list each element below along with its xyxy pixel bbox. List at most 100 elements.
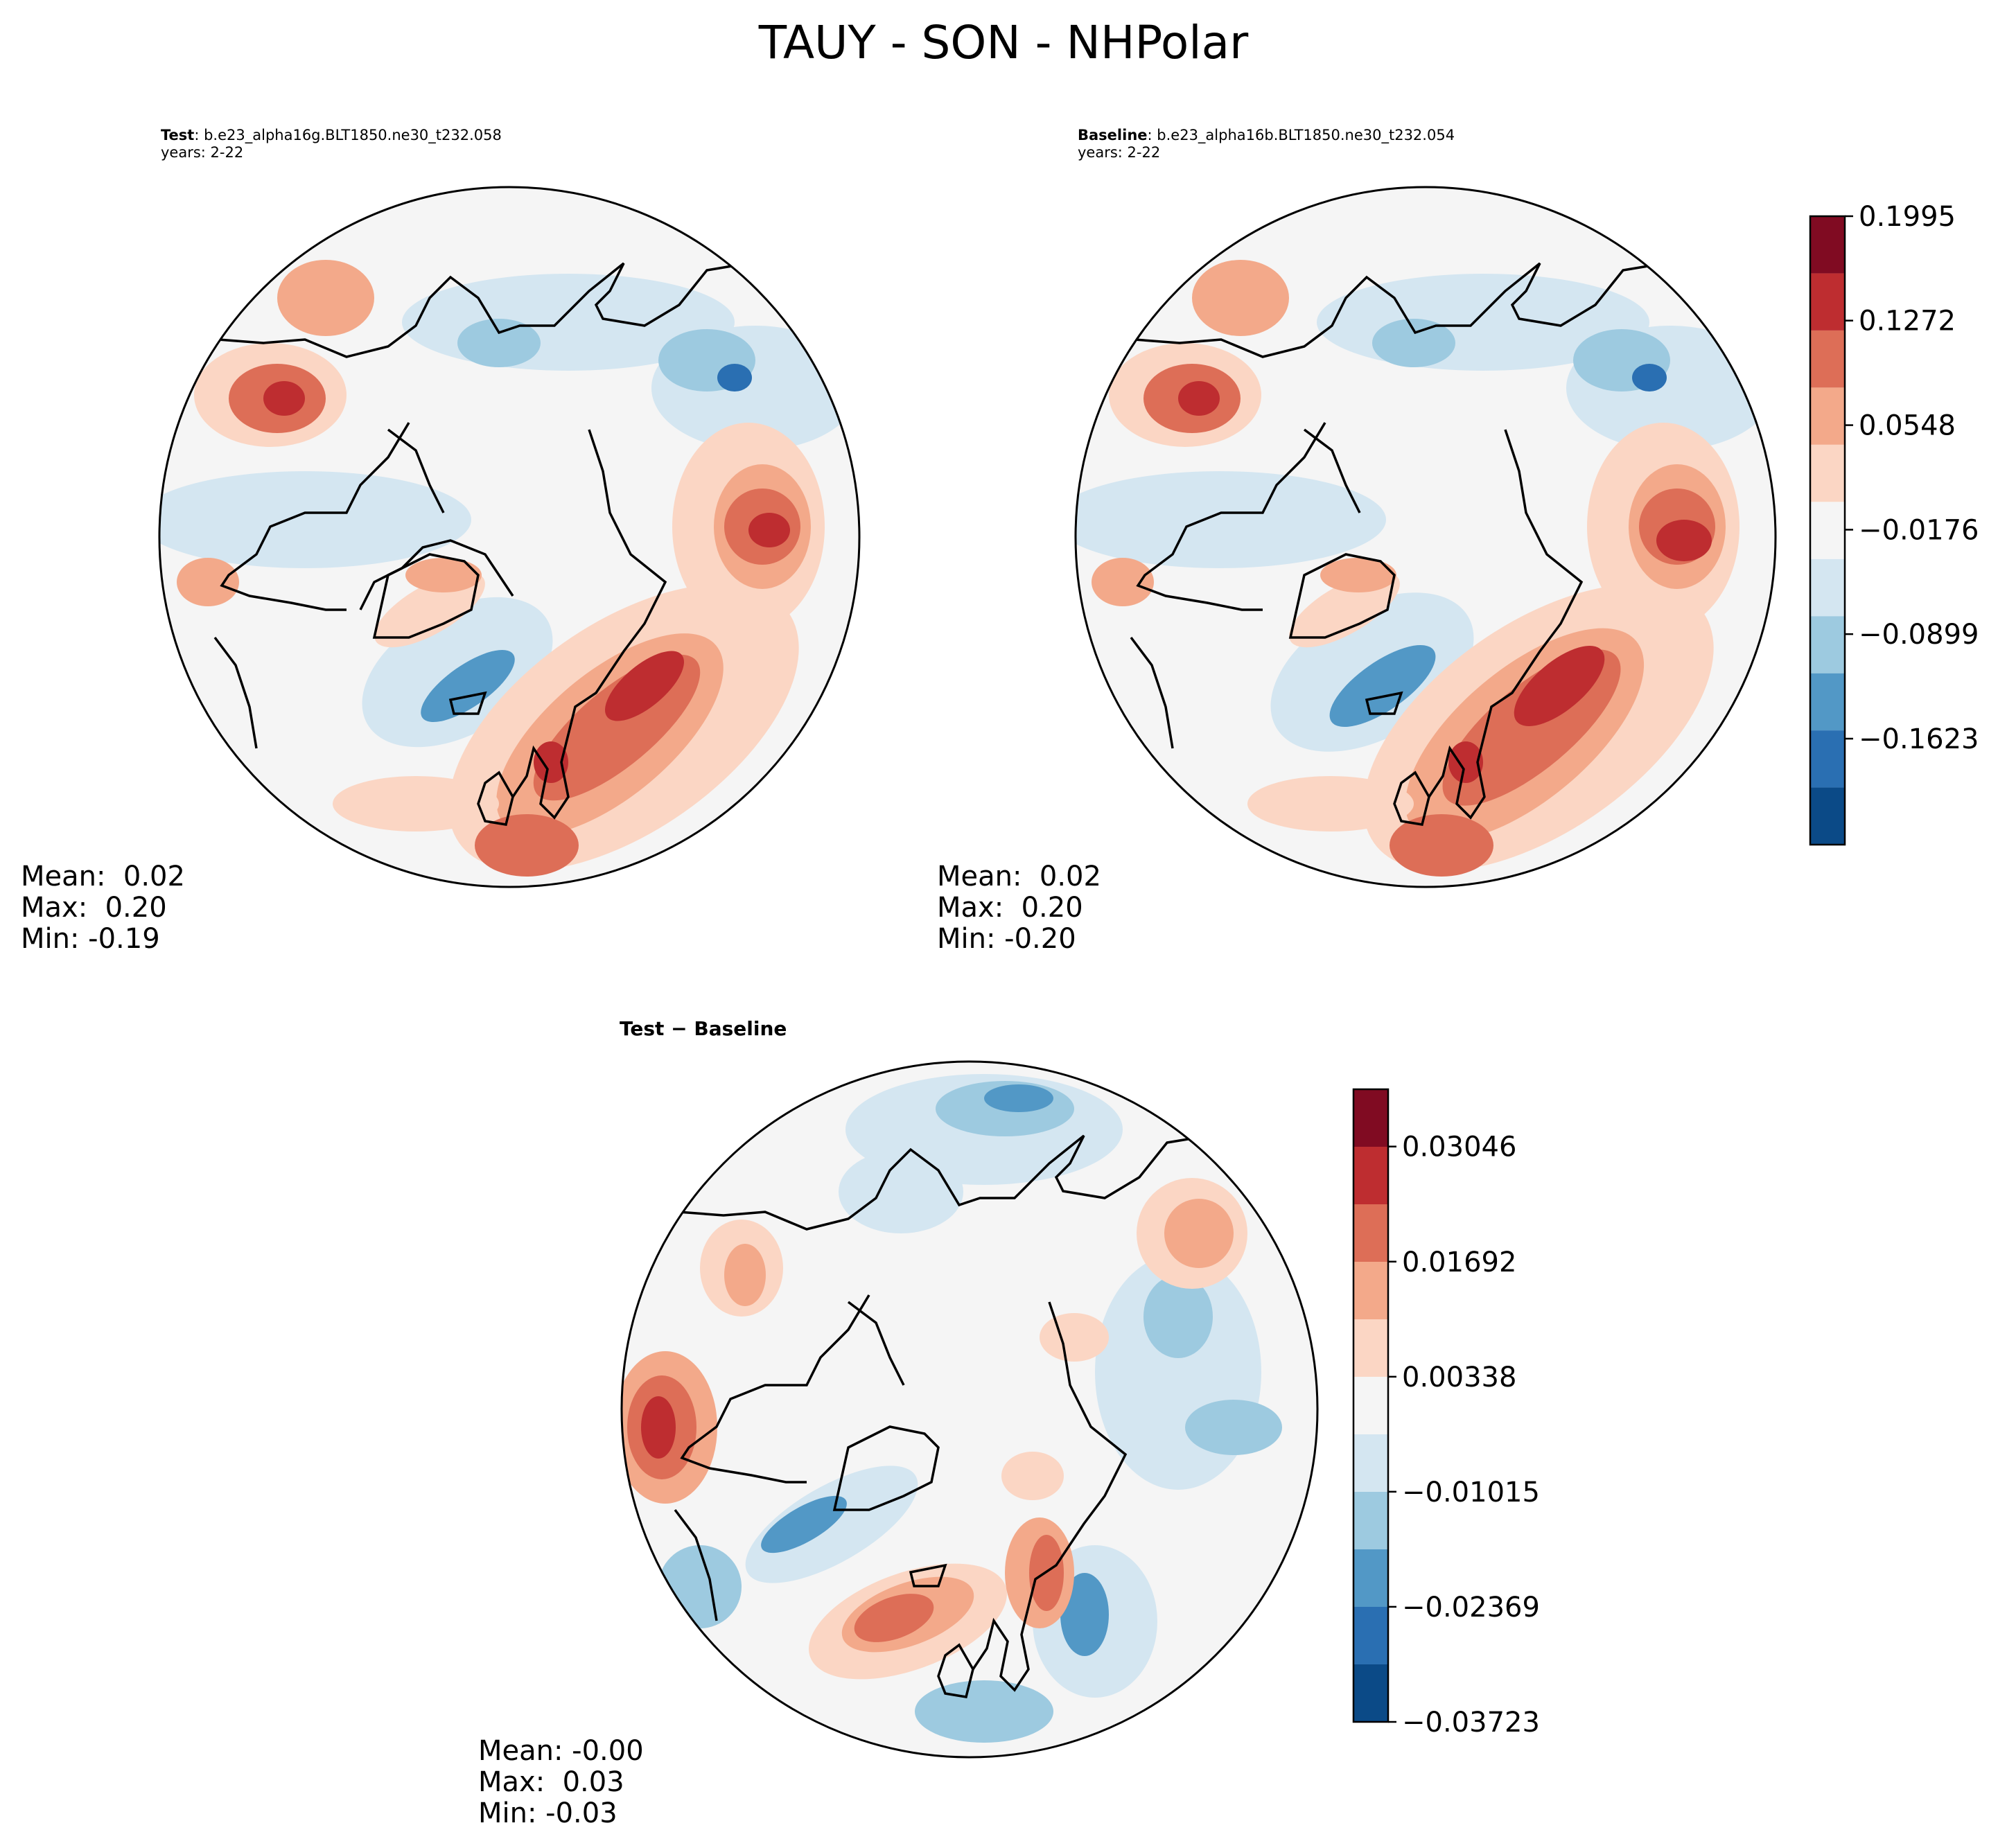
colorbar-top-tick-label: −0.0176 [1859,514,1979,546]
baseline-case: b.e23_alpha16b.BLT1850.ne30_t232.054 [1157,127,1455,143]
baseline-blob [1320,558,1396,592]
colorbar-diff-color-band [1353,1492,1388,1549]
test-blob [159,471,471,568]
colorbar-top-color-band [1810,616,1845,674]
test-blob [457,319,541,367]
diff-map [620,1060,1319,1759]
baseline-mean: Mean: 0.02 [937,861,1101,892]
diff-min: Min: -0.03 [478,1797,617,1829]
test-max: Max: 0.20 [21,892,167,924]
colorbar-top-color-band [1810,330,1845,388]
baseline-coast [1428,429,1584,820]
test-blob [421,649,515,723]
diff-coast [674,1508,718,1621]
test-coast [359,539,514,610]
figure-title: TAUY - SON - NHPolar [758,16,1249,69]
colorbar-diff-color-band [1353,1262,1388,1319]
baseline-map [1074,186,1777,888]
baseline-coast [1136,422,1326,611]
colorbar-top-tick-label: −0.0899 [1859,619,1979,651]
diff-blob [1060,1573,1109,1656]
test-header: Test: b.e23_alpha16g.BLT1850.ne30_t232.0… [161,127,502,161]
test-blob [177,558,239,606]
colorbar-top-color-band [1810,444,1845,502]
test-coast [220,422,410,611]
colorbar-top-tick-label: 0.1272 [1859,306,1956,337]
test-mean: Mean: 0.02 [21,861,185,892]
colorbar-diff-color-band [1353,1664,1388,1722]
diff-blob [1040,1313,1109,1362]
test-case: b.e23_alpha16g.BLT1850.ne30_t232.058 [204,127,502,143]
test-years: years: 2-22 [161,144,244,161]
diff-blob [724,1244,766,1306]
colorbar-diff-tick-label: 0.01692 [1402,1247,1516,1278]
test-coast [448,691,487,715]
test-coast [511,429,667,820]
colorbar-top-color-band [1810,673,1845,731]
baseline-blob [1329,644,1436,728]
diff-coast [937,1643,974,1698]
colorbar-diff-color-band [1353,1549,1388,1607]
colorbar-top-color-band [1810,787,1845,845]
test-coast [372,553,480,639]
diff-blob [984,1084,1053,1112]
baseline-blob [1632,364,1667,391]
test-map [158,186,861,888]
colorbar-diff-tick-label: −0.01015 [1402,1477,1540,1508]
colorbar-top: 0.1995 0.1272 0.0548 −0.0176 −0.0899 −0.1623 [1809,201,1979,846]
test-blob [405,558,482,592]
baseline-header: Baseline: b.e23_alpha16b.BLT1850.ne30_t2… [1078,127,1455,161]
colorbar-top-color-band [1810,387,1845,445]
test-blob [748,513,790,547]
test-coast [477,771,514,826]
diff-coast [847,1301,905,1386]
diff-coast [678,1134,1209,1231]
baseline-coast [1393,771,1430,826]
baseline-min: Min: -0.20 [937,923,1076,955]
baseline-coast [1288,553,1396,639]
diff-blob [915,1680,1053,1743]
colorbar-diff-color-band [1353,1204,1388,1262]
colorbar-diff-tick-label: 0.03046 [1402,1132,1516,1163]
baseline-coast [1134,262,1665,358]
baseline-stats: Mean: 0.02 Max: 0.20 Min: -0.20 [937,861,1101,955]
test-stats: Mean: 0.02 Max: 0.20 Min: -0.19 [21,861,185,955]
test-blob [605,651,684,721]
diff-stats: Mean: -0.00 Max: 0.03 Min: -0.03 [478,1736,644,1829]
colorbar-diff-color-band [1353,1377,1388,1434]
colorbar-top-color-band [1810,558,1845,617]
diff-max: Max: 0.03 [478,1766,624,1798]
diff-blob [1001,1452,1064,1500]
baseline-blob [1247,776,1414,831]
colorbar-diff-tick-label: −0.03723 [1402,1707,1540,1739]
colorbar-top-tick-label: 0.0548 [1859,410,1956,442]
baseline-blob [1448,741,1483,783]
diff-blob [854,1594,934,1642]
baseline-blob [1092,558,1154,606]
diff-blob [761,1495,847,1554]
diff-label: Test − Baseline [620,1017,787,1040]
diff-blob [1185,1400,1282,1455]
diff-blob [641,1396,676,1459]
colorbar-diff-frame [1352,1088,1390,1723]
baseline-years: years: 2-22 [1078,144,1161,161]
test-blob [263,381,305,416]
diff-coast [832,1425,940,1511]
colorbar-diff-color-band [1353,1319,1388,1377]
test-blob [333,776,499,831]
colorbar-top-tick-label: −0.1623 [1859,723,1979,755]
colorbar-diff-color-band [1353,1607,1388,1664]
baseline-blob [1372,319,1455,367]
baseline-coast [1303,428,1361,513]
colorbar-diff-color-band [1353,1089,1388,1147]
diff-coast [680,1294,870,1484]
colorbar-top-color-band [1810,216,1845,274]
diff-coast [972,1301,1128,1692]
test-blob [534,741,568,783]
baseline-blob [1656,520,1712,561]
colorbar-diff-color-band [1353,1434,1388,1492]
baseline-coast [1365,691,1403,715]
diff-blob [1143,1275,1213,1358]
test-label: Test [161,127,195,143]
